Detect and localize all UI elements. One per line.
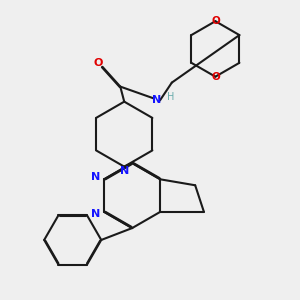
Text: N: N xyxy=(152,95,161,106)
Text: N: N xyxy=(120,167,129,176)
Text: O: O xyxy=(211,16,220,26)
Text: N: N xyxy=(92,172,101,182)
Text: O: O xyxy=(211,72,220,82)
Text: N: N xyxy=(92,209,101,219)
Text: O: O xyxy=(94,58,103,68)
Text: H: H xyxy=(167,92,175,102)
